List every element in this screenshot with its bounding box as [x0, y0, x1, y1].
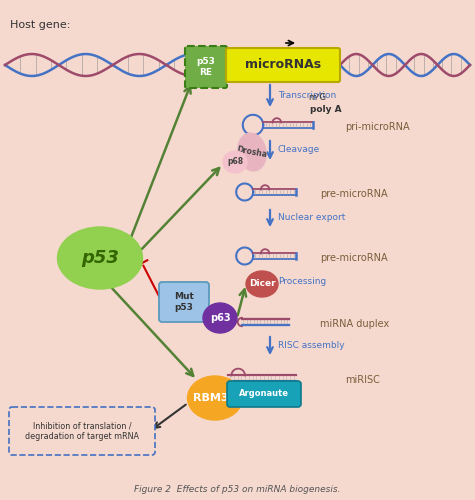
Ellipse shape	[246, 271, 278, 297]
Text: Cleavage: Cleavage	[278, 146, 320, 154]
Ellipse shape	[57, 227, 142, 289]
Text: Argonaute: Argonaute	[239, 390, 289, 398]
Text: pre-microRNA: pre-microRNA	[320, 189, 388, 199]
Text: microRNAs: microRNAs	[245, 58, 321, 71]
Text: Host gene:: Host gene:	[10, 20, 70, 30]
Text: poly A: poly A	[310, 104, 342, 114]
Text: p63: p63	[209, 313, 230, 323]
Text: Dicer: Dicer	[249, 280, 276, 288]
Ellipse shape	[188, 376, 243, 420]
Text: p68: p68	[227, 158, 243, 166]
Ellipse shape	[238, 133, 266, 171]
Text: miRISC: miRISC	[345, 375, 380, 385]
Ellipse shape	[203, 303, 237, 333]
Text: m⁷G: m⁷G	[308, 92, 326, 102]
Text: Mut
p53: Mut p53	[174, 292, 194, 312]
Text: Figure 2  Effects of p53 on miRNA biogenesis.: Figure 2 Effects of p53 on miRNA biogene…	[134, 486, 340, 494]
Text: RBM38: RBM38	[193, 393, 237, 403]
Text: p53: p53	[81, 249, 119, 267]
Text: Nuclear export: Nuclear export	[278, 214, 345, 222]
Text: RISC assembly: RISC assembly	[278, 342, 345, 350]
FancyBboxPatch shape	[227, 381, 301, 407]
FancyBboxPatch shape	[185, 46, 227, 88]
Ellipse shape	[223, 151, 247, 173]
Text: Transcription: Transcription	[278, 92, 336, 100]
FancyBboxPatch shape	[9, 407, 155, 455]
FancyBboxPatch shape	[226, 48, 340, 82]
Text: pri-microRNA: pri-microRNA	[345, 122, 409, 132]
FancyBboxPatch shape	[159, 282, 209, 322]
Text: Drosha: Drosha	[236, 145, 268, 159]
Text: miRNA duplex: miRNA duplex	[320, 319, 389, 329]
Text: pre-microRNA: pre-microRNA	[320, 253, 388, 263]
Text: Processing: Processing	[278, 278, 326, 286]
Text: p53
RE: p53 RE	[197, 58, 216, 76]
Text: Target selection: Target selection	[203, 399, 269, 408]
Text: Inhibition of translation /
degradation of target mRNA: Inhibition of translation / degradation …	[25, 422, 139, 440]
